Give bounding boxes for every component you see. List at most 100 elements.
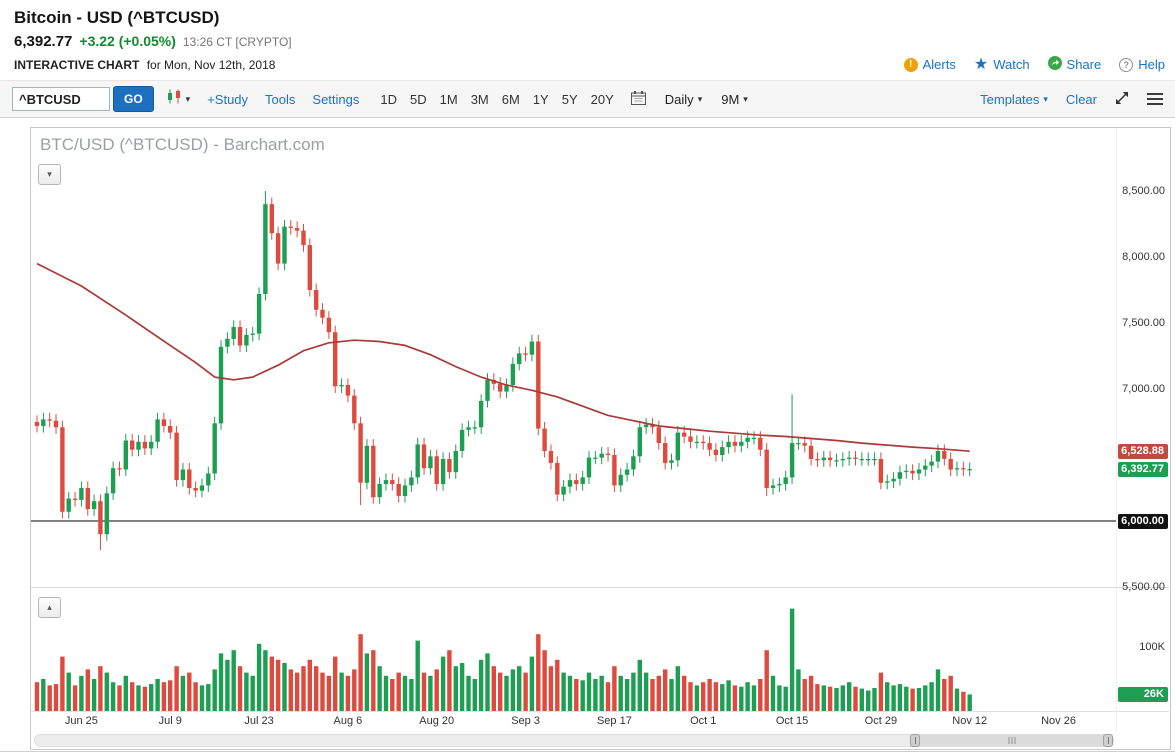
menu-button[interactable] (1147, 93, 1163, 105)
candle-body (675, 432, 680, 461)
range-button-1d[interactable]: 1D (380, 91, 398, 107)
scrollbar-left-handle[interactable] (910, 734, 920, 747)
range-button-20y[interactable]: 20Y (590, 91, 614, 107)
volume-bar (802, 679, 807, 711)
candle-body (631, 456, 636, 470)
volume-bar (713, 682, 719, 711)
volume-bar (282, 663, 287, 711)
candle-body (720, 447, 725, 455)
chart-scrollbar[interactable] (34, 734, 1114, 747)
volume-bar (104, 672, 109, 711)
scrollbar-right-handle[interactable] (1103, 734, 1113, 747)
volume-bar (123, 675, 128, 711)
candle-body (891, 478, 896, 482)
range-button-1y[interactable]: 1Y (532, 91, 549, 107)
volume-bar (472, 679, 477, 711)
range-button-6m[interactable]: 6M (501, 91, 520, 107)
candle-body (593, 457, 598, 459)
volume-bar (707, 679, 712, 711)
candle-body (339, 385, 344, 387)
candle-body (364, 445, 370, 483)
go-button[interactable]: GO (113, 86, 154, 112)
price-chart-plot[interactable] (31, 128, 1116, 586)
chart-type-select[interactable]: ▾ (166, 89, 190, 109)
templates-dropdown[interactable]: Templates ▾ (980, 92, 1048, 107)
candle-body (878, 459, 884, 483)
chart-date-label: for Mon, Nov 12th, 2018 (146, 58, 276, 72)
candle-body (935, 451, 941, 462)
volume-chart-plot[interactable] (31, 591, 1116, 711)
range-button-5y[interactable]: 5Y (561, 91, 578, 107)
candle-body (53, 420, 59, 428)
volume-bar (339, 672, 344, 711)
volume-axis-label: 100K (1139, 641, 1165, 653)
volume-bar (453, 666, 458, 711)
volume-bar (561, 672, 566, 711)
candle-body (847, 457, 852, 459)
share-link[interactable]: Share (1047, 56, 1101, 73)
candle-body (85, 488, 90, 510)
volume-bar (136, 685, 141, 711)
alerts-link[interactable]: ! Alerts (903, 57, 956, 72)
help-link[interactable]: ? Help (1119, 57, 1165, 72)
candle-body (948, 459, 953, 470)
x-axis-label: Aug 20 (419, 715, 455, 727)
tools-link[interactable]: Tools (265, 91, 296, 107)
price-pane-collapse-button[interactable]: ▾ (38, 164, 61, 185)
symbol-input[interactable] (12, 87, 110, 111)
candle-body (967, 469, 972, 471)
chevron-down-icon: ▾ (697, 93, 703, 104)
candle-body (498, 383, 503, 392)
span-dropdown[interactable]: 9M ▾ (721, 92, 748, 107)
candle-body (885, 481, 890, 483)
candle-body (726, 441, 731, 448)
volume-bar (967, 694, 972, 711)
candle-body (872, 459, 877, 461)
volume-bar (542, 650, 547, 711)
share-icon (1047, 56, 1062, 73)
candle-body (60, 427, 65, 512)
candle-body (415, 444, 420, 478)
candle-body (643, 424, 649, 428)
candle-body (745, 437, 750, 442)
volume-bar (149, 684, 154, 711)
volume-bar (491, 666, 496, 711)
volume-bar (174, 666, 179, 711)
candle-body (796, 443, 801, 445)
volume-bar (618, 675, 623, 711)
volume-bar (923, 685, 928, 711)
candle-body (104, 493, 109, 535)
range-button-3m[interactable]: 3M (470, 91, 489, 107)
candle-body (187, 469, 192, 488)
range-button-1m[interactable]: 1M (439, 91, 458, 107)
toolbar-right-group: Templates ▾ Clear (961, 91, 1163, 108)
calendar-button[interactable] (630, 90, 646, 108)
volume-bar (847, 682, 852, 711)
x-axis-label: Oct 29 (864, 715, 898, 727)
volume-pane-collapse-button[interactable]: ▴ (38, 597, 61, 618)
study-link[interactable]: +Study (207, 91, 249, 107)
volume-bar (827, 686, 833, 711)
chart-widget: BTC/USD (^BTCUSD) - Barchart.com ▾ ▴ 8,5… (30, 127, 1171, 750)
frequency-dropdown[interactable]: Daily ▾ (665, 92, 702, 107)
candle-body (130, 440, 135, 450)
candle-body (821, 457, 826, 461)
watch-link[interactable]: ★ Watch (974, 56, 1030, 72)
clear-link[interactable]: Clear (1065, 91, 1097, 107)
candle-body (942, 451, 947, 459)
candle-body (390, 480, 395, 485)
volume-bar (352, 669, 357, 711)
range-button-5d[interactable]: 5D (410, 91, 427, 107)
last-price: 6,392.77 (14, 33, 73, 50)
candle-body (739, 441, 744, 446)
scrollbar-grip[interactable] (1008, 737, 1015, 744)
volume-bar (821, 685, 826, 711)
price-change: +3.22 (+0.05%) (79, 33, 176, 49)
settings-link[interactable]: Settings (312, 91, 360, 107)
fullscreen-button[interactable] (1115, 91, 1129, 108)
volume-bar (237, 666, 243, 711)
volume-bar (688, 682, 693, 711)
templates-label: Templates (980, 91, 1040, 107)
scrollbar-range[interactable] (910, 734, 1113, 747)
volume-bar (402, 675, 408, 711)
